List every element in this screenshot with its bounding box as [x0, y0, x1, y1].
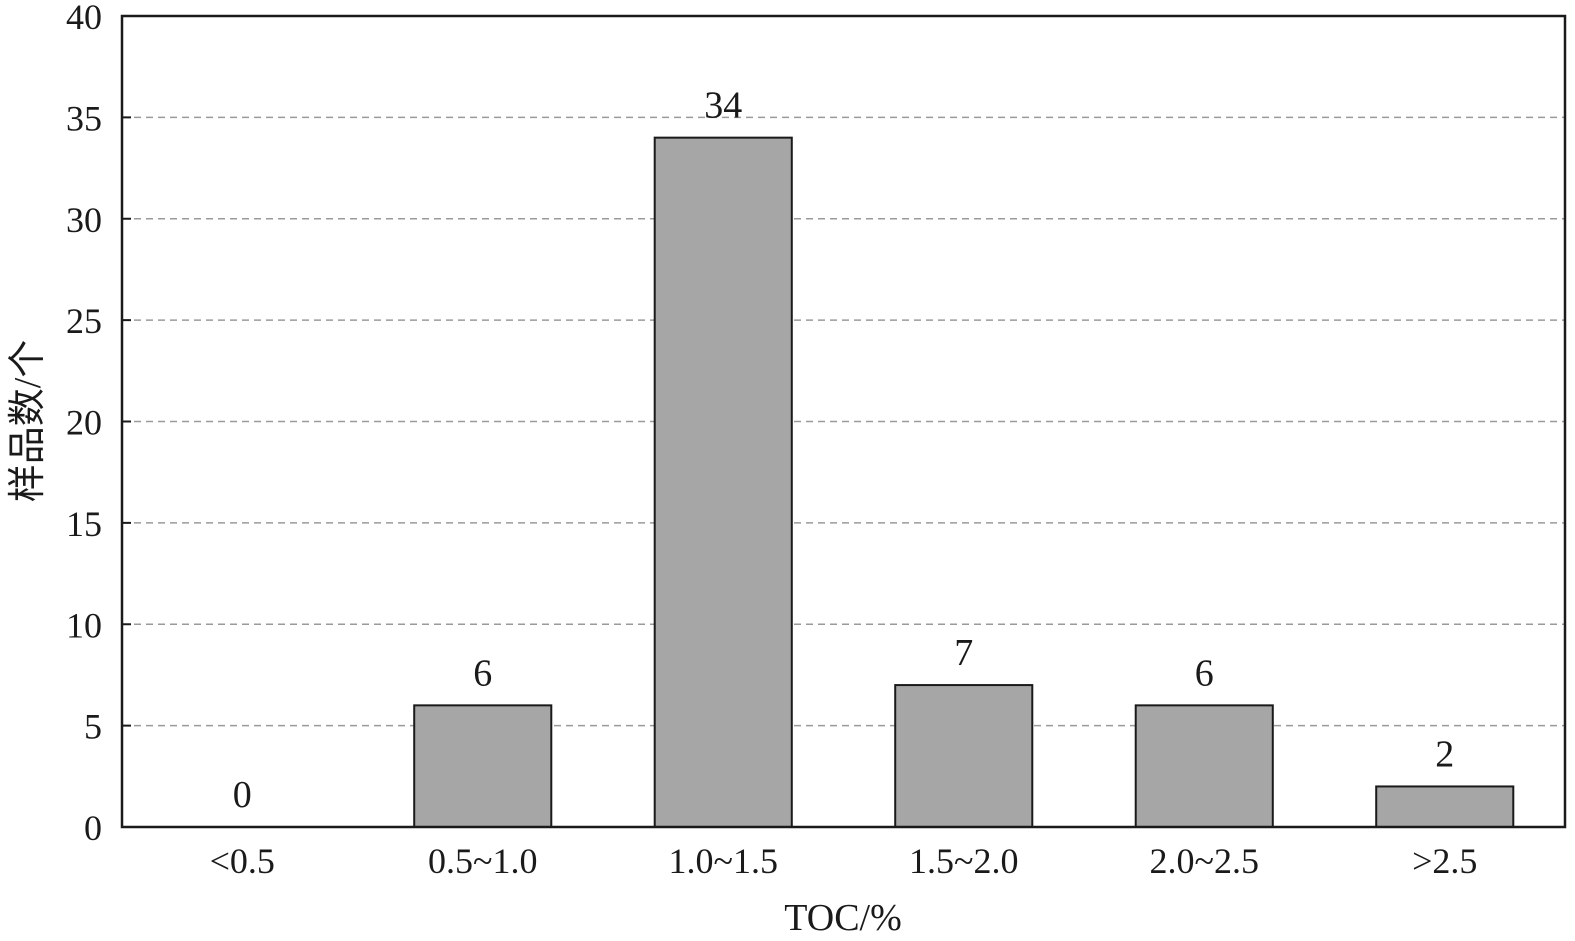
bar-value-label: 7	[954, 632, 973, 674]
bar-value-label: 0	[233, 774, 252, 816]
gridlines	[122, 116, 1565, 727]
x-tick-label: <0.5	[210, 841, 275, 881]
x-tick-label: >2.5	[1412, 841, 1477, 881]
bar-value-label: 2	[1435, 733, 1454, 775]
x-tick-label: 1.0~1.5	[669, 841, 778, 881]
bar	[1134, 704, 1274, 828]
bar-value-label: 6	[1195, 652, 1214, 694]
y-tick-label: 25	[66, 301, 102, 341]
x-tick-label: 0.5~1.0	[428, 841, 537, 881]
y-tick-label: 20	[66, 403, 102, 443]
y-tick-label: 0	[84, 808, 102, 848]
y-tick-label: 15	[66, 504, 102, 544]
y-axis: 0 5 10 15 20 25 30 35 40	[66, 0, 131, 848]
bar-value-label: 6	[473, 652, 492, 694]
bar	[1375, 785, 1515, 829]
y-tick-label: 10	[66, 605, 102, 645]
bar	[413, 704, 553, 828]
x-axis-title: TOC/%	[784, 897, 902, 939]
y-tick-label: 35	[66, 98, 102, 138]
bar-value-label: 34	[704, 85, 742, 127]
x-tick-label: 2.0~2.5	[1150, 841, 1259, 881]
x-axis: <0.5 0.5~1.0 1.0~1.5 1.5~2.0 2.0~2.5 >2.5	[210, 841, 1478, 881]
y-axis-title: 样品数/个	[7, 340, 49, 503]
data-labels: 0 6 34 7 6 2	[233, 85, 1455, 816]
bar	[653, 136, 793, 828]
x-tick-label: 1.5~2.0	[909, 841, 1018, 881]
y-tick-label: 30	[66, 200, 102, 240]
bars	[413, 136, 1515, 829]
y-tick-label: 5	[84, 707, 102, 747]
y-tick-label: 40	[66, 0, 102, 37]
bar	[894, 684, 1034, 829]
